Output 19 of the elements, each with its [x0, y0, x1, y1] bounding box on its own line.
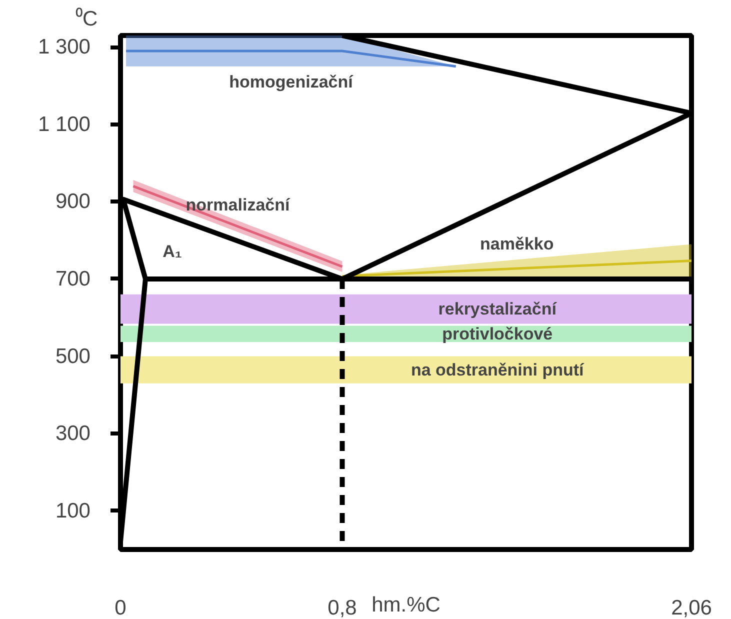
band-label: na odstraněnini pnutí — [410, 360, 586, 380]
x-axis-title: hm.%C — [372, 594, 440, 616]
y-tick-label: 100 — [55, 499, 91, 522]
y-tick-label: 700 — [55, 267, 91, 290]
x-tick-label: 0 — [114, 596, 126, 619]
y-tick-label: 300 — [55, 422, 91, 446]
y-tick-label: 500 — [55, 344, 91, 368]
band-label: protivločkové — [442, 324, 553, 344]
series-label: homogenizační — [229, 72, 354, 92]
y-tick-label: 900 — [55, 190, 91, 214]
band-label: rekrystalizační — [438, 300, 558, 319]
x-tick-label: 2,06 — [671, 596, 712, 619]
x-tick-label: 0,8 — [328, 596, 357, 619]
series-label: naměkko — [480, 234, 554, 254]
y-axis-title: ⁰C — [76, 8, 98, 30]
y-tick-label: 1 100 — [38, 112, 91, 136]
series-label: normalizační — [186, 196, 291, 215]
series-label: A₁ — [162, 242, 182, 261]
y-tick-label: 1 300 — [38, 36, 91, 59]
